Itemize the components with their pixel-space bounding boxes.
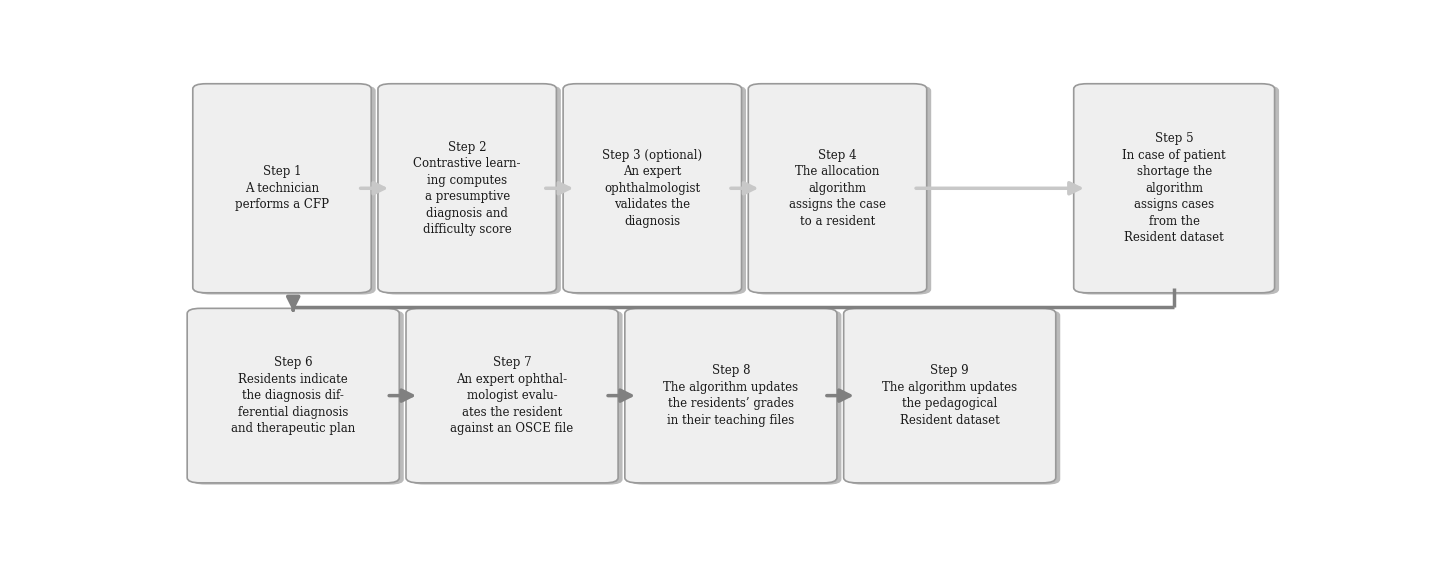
Text: Step 2
Contrastive learn-
ing computes
a presumptive
diagnosis and
difficulty sc: Step 2 Contrastive learn- ing computes a… [414, 140, 521, 236]
FancyBboxPatch shape [197, 85, 375, 295]
Text: Step 5
In case of patient
shortage the
algorithm
assigns cases
from the
Resident: Step 5 In case of patient shortage the a… [1122, 132, 1226, 244]
FancyBboxPatch shape [568, 85, 746, 295]
FancyBboxPatch shape [382, 85, 560, 295]
FancyBboxPatch shape [749, 84, 927, 293]
FancyBboxPatch shape [1074, 84, 1274, 293]
Text: Step 4
The allocation
algorithm
assigns the case
to a resident: Step 4 The allocation algorithm assigns … [789, 149, 886, 228]
FancyBboxPatch shape [626, 309, 837, 483]
FancyBboxPatch shape [844, 309, 1056, 483]
Text: Step 1
A technician
performs a CFP: Step 1 A technician performs a CFP [235, 165, 329, 211]
FancyBboxPatch shape [187, 309, 400, 483]
FancyBboxPatch shape [563, 84, 741, 293]
FancyBboxPatch shape [191, 310, 404, 485]
Text: Step 6
Residents indicate
the diagnosis dif-
ferential diagnosis
and therapeutic: Step 6 Residents indicate the diagnosis … [232, 356, 355, 435]
FancyBboxPatch shape [849, 310, 1060, 485]
FancyBboxPatch shape [193, 84, 371, 293]
FancyBboxPatch shape [753, 85, 931, 295]
FancyBboxPatch shape [1079, 85, 1279, 295]
FancyBboxPatch shape [410, 310, 623, 485]
Text: Step 3 (optional)
An expert
ophthalmologist
validates the
diagnosis: Step 3 (optional) An expert ophthalmolog… [602, 149, 702, 228]
Text: Step 9
The algorithm updates
the pedagogical
Resident dataset: Step 9 The algorithm updates the pedagog… [882, 364, 1018, 427]
Text: Step 7
An expert ophthal-
mologist evalu-
ates the resident
against an OSCE file: Step 7 An expert ophthal- mologist evalu… [450, 356, 573, 435]
Text: Step 8
The algorithm updates
the residents’ grades
in their teaching files: Step 8 The algorithm updates the residen… [663, 364, 798, 427]
FancyBboxPatch shape [630, 310, 841, 485]
FancyBboxPatch shape [405, 309, 618, 483]
FancyBboxPatch shape [378, 84, 556, 293]
